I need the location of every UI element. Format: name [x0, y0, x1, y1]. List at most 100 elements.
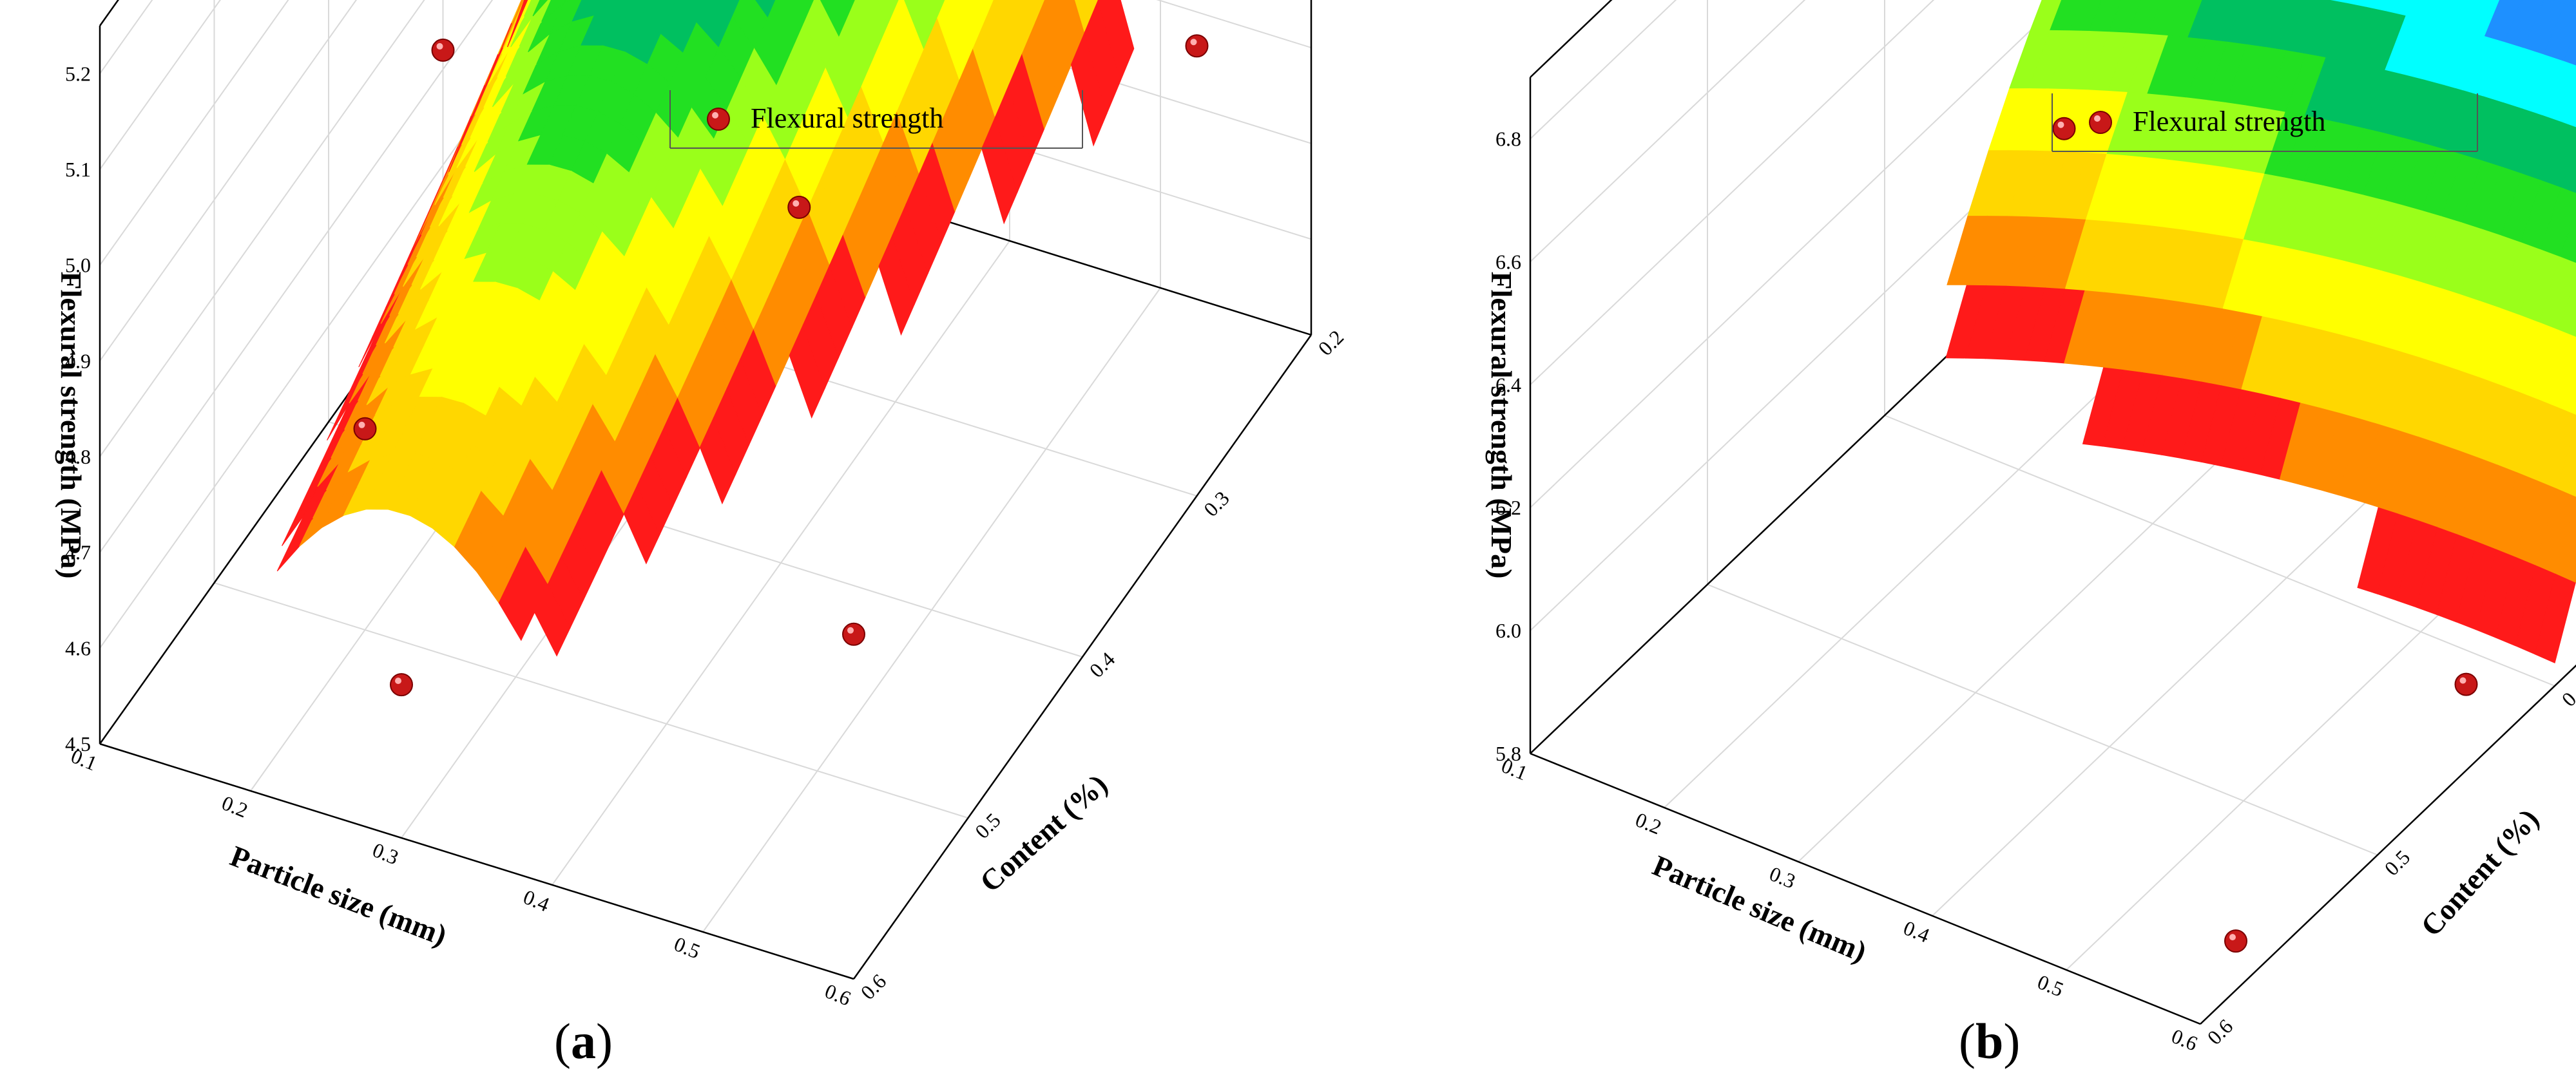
- surface-patch: [2286, 0, 2328, 54]
- y-tick-label: 0.3: [1199, 486, 1234, 521]
- surface-patch: [2561, 146, 2576, 193]
- surface-patch: [2445, 0, 2479, 31]
- data-point-highlight: [2459, 677, 2466, 684]
- axis-frame-line: [99, 743, 854, 980]
- surface-patch: [2366, 0, 2392, 12]
- surface-patch: [2148, 0, 2183, 36]
- surface-patch: [549, 0, 582, 35]
- data-point: [390, 673, 413, 697]
- surface-patch: [2227, 0, 2265, 44]
- surface-patch: [755, 0, 776, 19]
- y-tick-label: 0.2: [1313, 325, 1348, 360]
- x-tick-label: 0.2: [218, 791, 251, 822]
- x-tick-label: 0.5: [671, 932, 704, 963]
- data-point: [1185, 34, 1209, 58]
- gridline-z: [1530, 0, 2576, 631]
- surface-patch: [532, 0, 548, 17]
- surface-patch: [2465, 0, 2501, 37]
- surface-patch: [2563, 30, 2576, 66]
- surface-patch: [507, 0, 527, 48]
- surface-patch: [2128, 0, 2162, 34]
- gridline-z: [99, 0, 1312, 457]
- axis-frame-line: [1530, 752, 2201, 1025]
- panel-label-a: (a): [554, 1013, 613, 1069]
- legend-marker-highlight: [2094, 115, 2100, 122]
- surface-patch: [2346, 0, 2370, 7]
- data-point: [2224, 929, 2247, 953]
- legend-label: Flexural strength: [751, 102, 943, 134]
- surface-patch: [2425, 0, 2457, 26]
- surface-patch: [2537, 329, 2576, 408]
- surface-patch: [2069, 0, 2102, 32]
- x-tick-label: 0.4: [520, 885, 553, 916]
- surface-patch: [515, 0, 524, 17]
- surface-patch: [2537, 406, 2576, 489]
- data-point-highlight: [358, 421, 365, 428]
- z-tick-label: 6.2: [1495, 496, 1521, 519]
- panel-a-chart: 4.54.64.74.84.95.05.15.20.10.20.30.40.50…: [55, 0, 1348, 1010]
- y-tick-label: 0.5: [970, 808, 1005, 843]
- surface-patch: [562, 0, 570, 5]
- y-tick-label: 0.6: [2202, 1014, 2237, 1049]
- surface-patch: [2247, 0, 2286, 48]
- surface-patch: [2556, 420, 2576, 497]
- gridline-z: [1530, 0, 1806, 263]
- y-tick-label: 0.6: [856, 969, 890, 1004]
- gridline-x: [1932, 301, 2576, 916]
- gridline-z: [1530, 0, 1935, 386]
- data-point-highlight: [2057, 121, 2064, 128]
- y-tick-label: 0.4: [1084, 647, 1119, 682]
- surface-patch: [668, 0, 677, 5]
- x-tick-label: 0.6: [2168, 1024, 2201, 1055]
- legend-marker-highlight: [712, 112, 718, 119]
- axis-frame-line: [852, 334, 1312, 980]
- surface-patch: [616, 0, 649, 22]
- surface-patch: [2266, 0, 2307, 51]
- data-point-highlight: [793, 200, 800, 207]
- z-tick-label: 5.2: [65, 62, 91, 85]
- surface-patch: [2543, 3, 2576, 61]
- surface-patch: [2535, 488, 2576, 574]
- surface-patch: [572, 0, 602, 22]
- surface-patch: [541, 0, 566, 23]
- surface-patch: [1028, 0, 1046, 23]
- data-point-highlight: [2229, 934, 2236, 941]
- surface-patch: [2539, 256, 2576, 330]
- x-tick-label: 0.3: [369, 838, 402, 869]
- y-tick-label: 0.5: [2379, 846, 2414, 880]
- surface-patch: [501, 0, 532, 54]
- z-tick-label: 6.8: [1495, 127, 1521, 150]
- z-tick-label: 4.9: [65, 349, 91, 372]
- x-tick-label: 0.4: [1900, 916, 1933, 947]
- z-axis-title: Flexural strength (MPa): [1485, 272, 1518, 579]
- axis-frame-line: [2200, 664, 2576, 1025]
- z-axis-title: Flexural strength (MPa): [55, 272, 88, 579]
- z-tick-label: 4.8: [65, 445, 91, 468]
- surface-patch: [930, 0, 946, 19]
- surface-patch: [2030, 0, 2062, 31]
- surface-patch: [593, 0, 624, 15]
- surface-patch: [520, 0, 528, 16]
- z-tick-label: 5.8: [1495, 742, 1521, 765]
- surface-patch: [2089, 0, 2122, 32]
- surface-patch: [2207, 0, 2244, 42]
- x-tick-label: 0.5: [2034, 970, 2067, 1001]
- data-point: [353, 417, 377, 441]
- surface-patch: [789, 0, 815, 25]
- gridline-x: [2066, 482, 2576, 971]
- surface-patch: [2541, 121, 2576, 188]
- panel-label-b: (b): [1959, 1013, 2021, 1069]
- surface-patch: [2385, 0, 2413, 16]
- data-point-highlight: [1190, 39, 1197, 46]
- panel-b-chart: 5.86.06.26.46.66.80.10.20.30.40.50.60.20…: [1485, 0, 2576, 1055]
- surface-patch: [2557, 346, 2576, 415]
- surface-patch: [2405, 0, 2435, 21]
- surface-patch: [849, 0, 856, 7]
- surface-patch: [2108, 0, 2142, 33]
- data-point: [787, 195, 811, 219]
- legend-label: Flexural strength: [2133, 106, 2325, 137]
- surface-patch: [2330, 0, 2349, 3]
- x-axis-title: Particle size (mm): [226, 839, 452, 952]
- surface-patch: [1097, 0, 1135, 82]
